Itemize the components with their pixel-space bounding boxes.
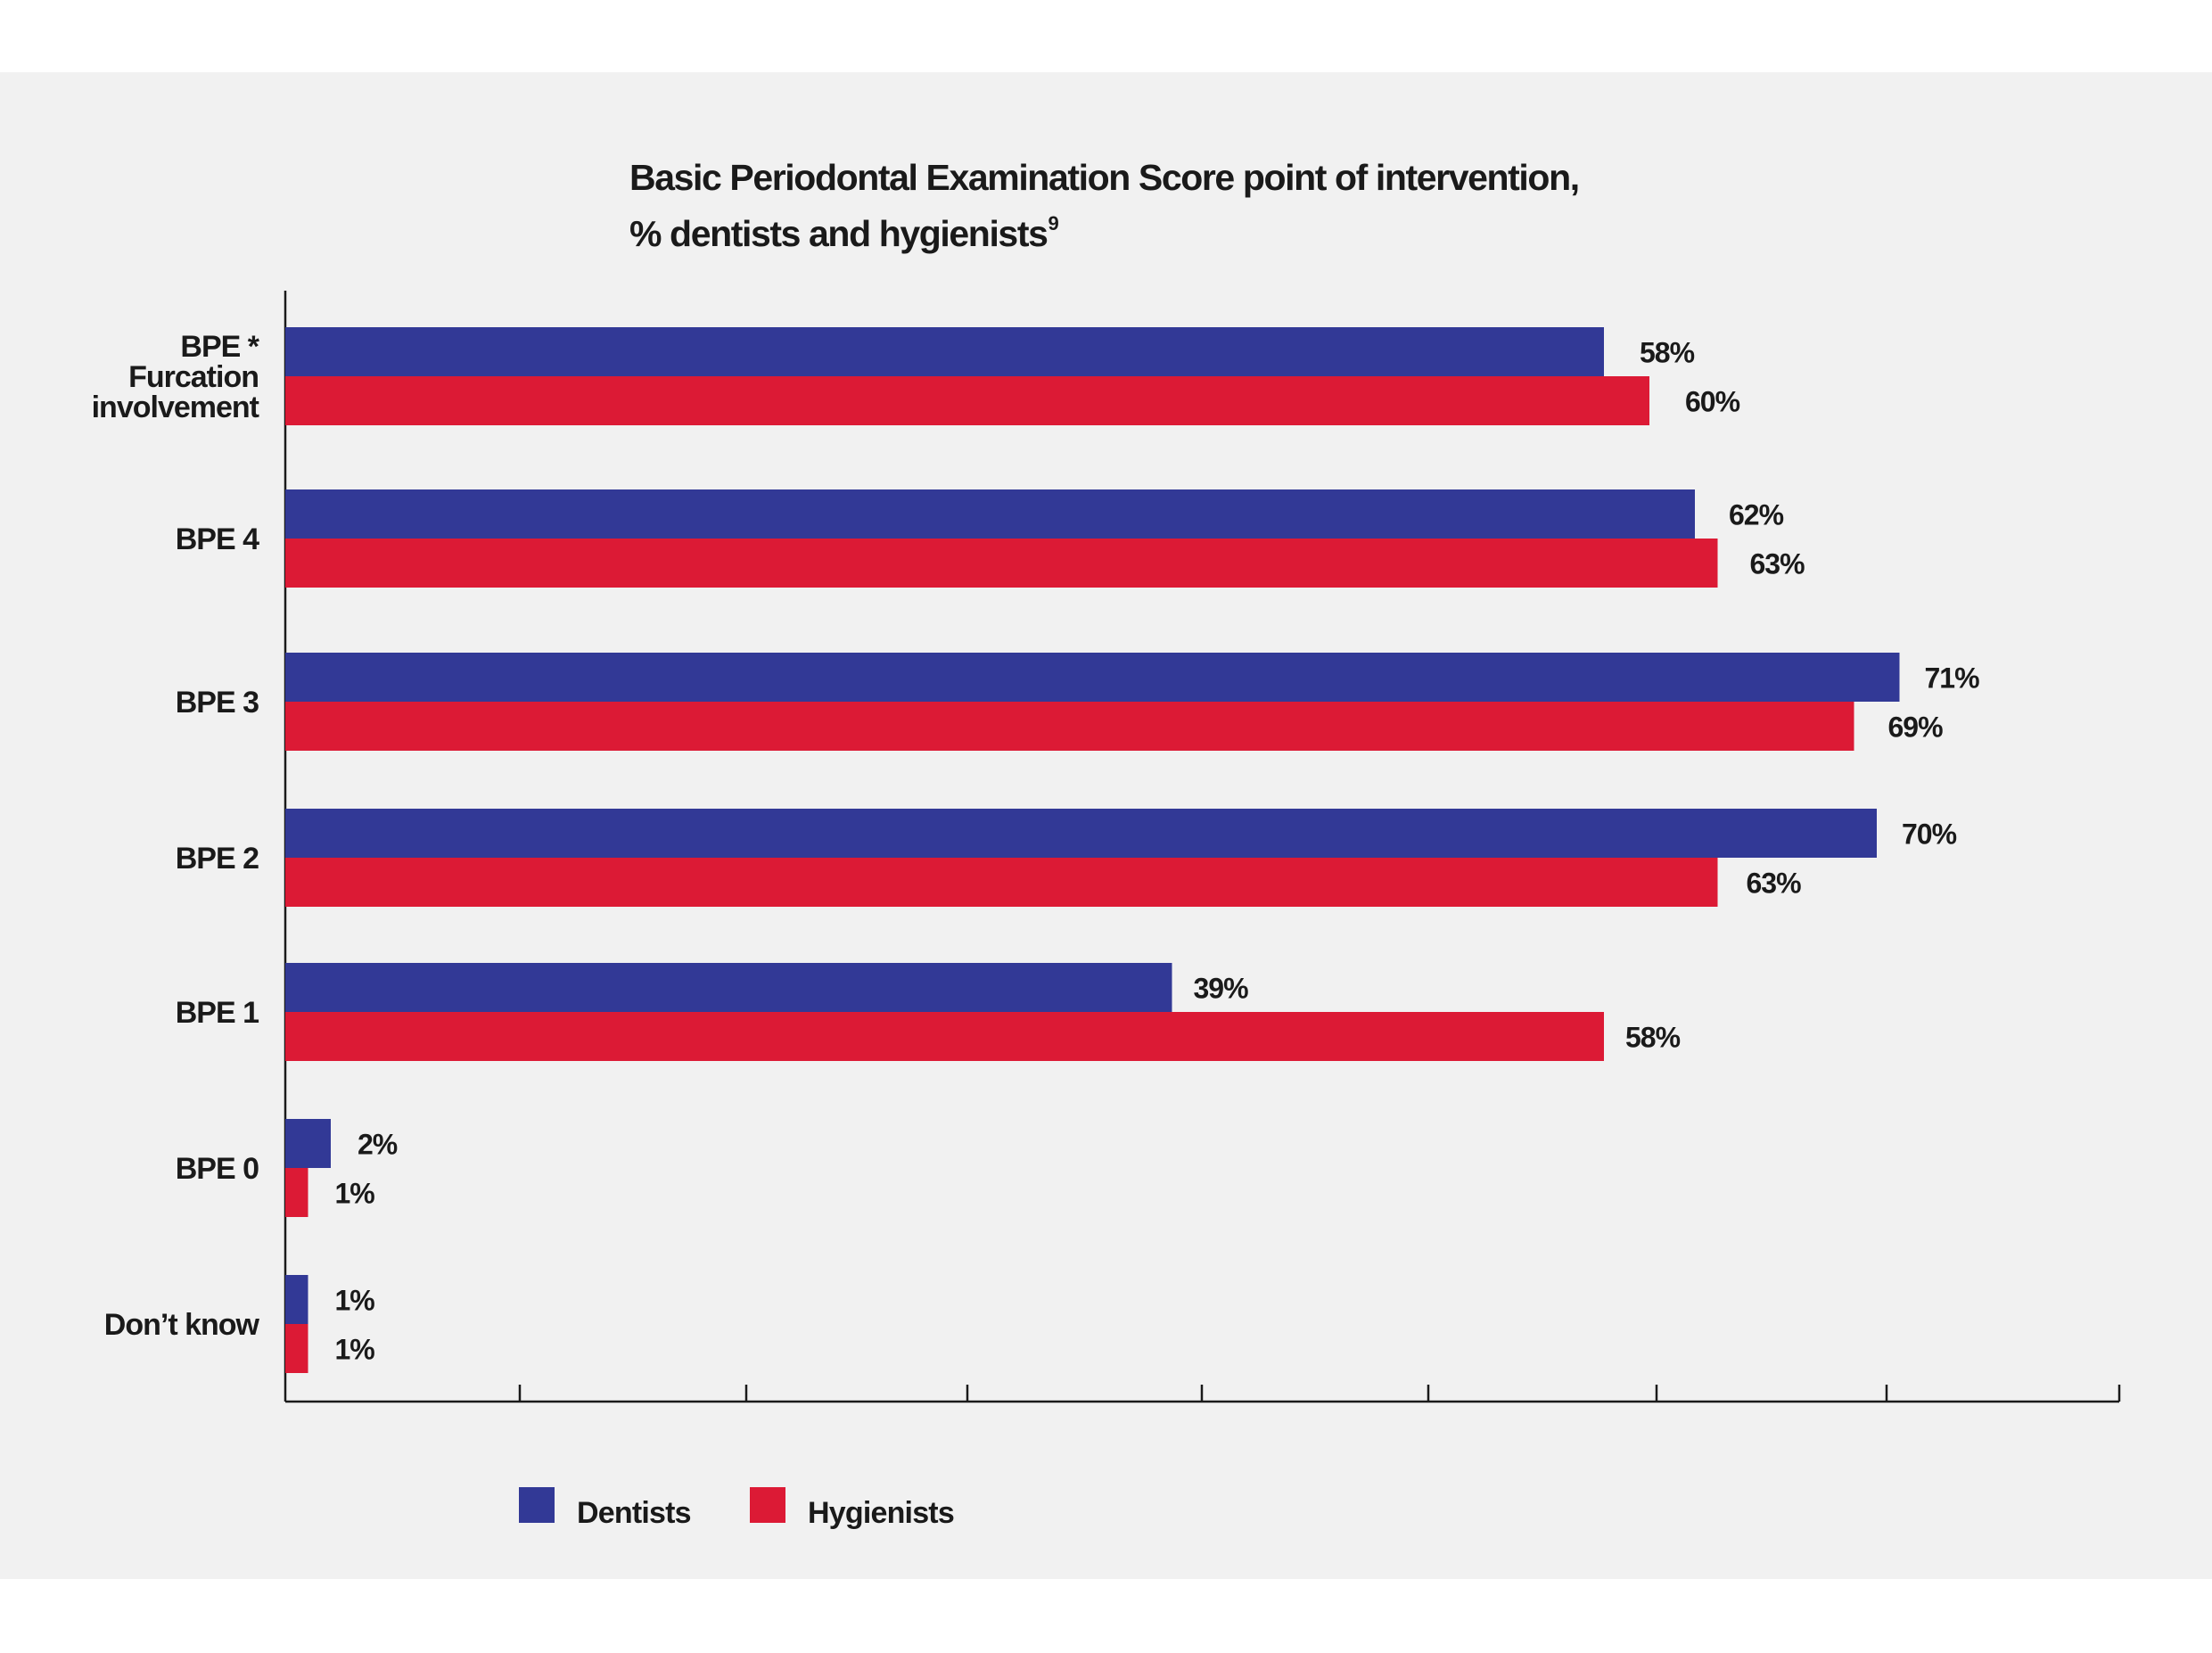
legend-swatch-dentists [519, 1487, 555, 1523]
chart-title-text: % dentists and hygienists [629, 213, 1048, 254]
value-label-dentists: 71% [1925, 662, 1980, 695]
bar-hygienists [285, 1168, 308, 1217]
legend-label-dentists: Dentists [577, 1496, 691, 1530]
bar-hygienists [285, 1324, 308, 1373]
category-label: BPE * Furcation involvement [92, 330, 260, 424]
bar-dentists [285, 1119, 331, 1168]
chart-title-line-2: % dentists and hygienists9 [629, 212, 1059, 255]
value-label-dentists: 2% [358, 1129, 398, 1161]
chart-title-line-1: Basic Periodontal Examination Score poin… [629, 157, 1580, 198]
category-label: BPE 0 [176, 1152, 259, 1186]
bar-hygienists [285, 702, 1854, 751]
value-label-hygienists: 63% [1747, 868, 1802, 900]
value-label-hygienists: 63% [1750, 548, 1805, 580]
bar-dentists [285, 1275, 308, 1324]
bar-dentists [285, 963, 1172, 1012]
bar-hygienists [285, 1012, 1604, 1061]
value-label-hygienists: 1% [335, 1334, 375, 1366]
value-label-dentists: 70% [1902, 818, 1957, 851]
value-label-hygienists: 69% [1888, 711, 1944, 744]
value-label-dentists: 62% [1729, 499, 1784, 531]
legend-label-hygienists: Hygienists [808, 1496, 954, 1530]
value-label-dentists: 58% [1640, 337, 1695, 369]
bar-dentists [285, 327, 1604, 376]
bar-hygienists [285, 539, 1718, 588]
value-label-hygienists: 58% [1625, 1022, 1681, 1054]
bar-dentists [285, 809, 1877, 858]
chart-title-reference: 9 [1048, 212, 1059, 234]
category-label: BPE 4 [176, 522, 259, 556]
value-label-dentists: 39% [1194, 973, 1249, 1005]
value-label-hygienists: 1% [335, 1178, 375, 1210]
category-label: BPE 3 [176, 686, 259, 720]
category-label: BPE 1 [176, 996, 259, 1030]
legend-swatch-hygienists [750, 1487, 785, 1523]
value-label-dentists: 1% [335, 1285, 375, 1317]
bar-dentists [285, 653, 1900, 702]
category-label: Don’t know [104, 1308, 260, 1342]
bar-hygienists [285, 376, 1649, 425]
bar-dentists [285, 489, 1695, 539]
bar-hygienists [285, 858, 1718, 907]
value-label-hygienists: 60% [1685, 386, 1740, 418]
category-label: BPE 2 [176, 842, 259, 876]
